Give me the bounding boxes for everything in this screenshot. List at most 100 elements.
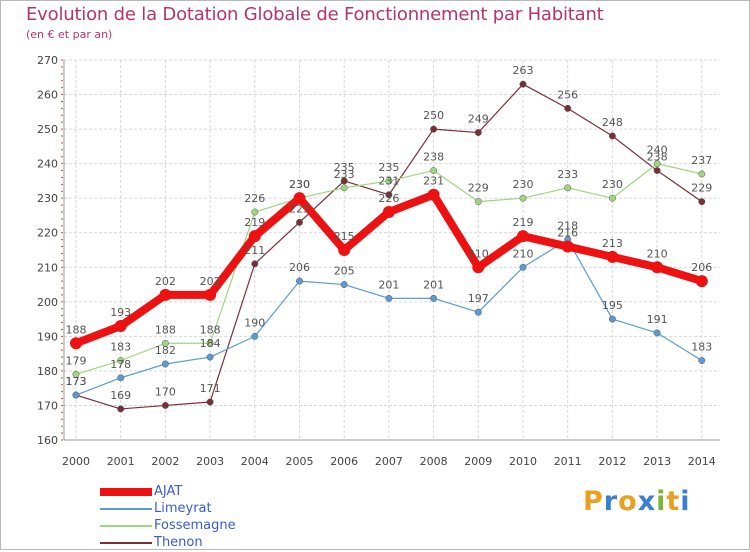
data-label-ajat: 202 xyxy=(200,275,221,288)
data-label-ajat: 213 xyxy=(602,237,623,250)
data-point-ajat xyxy=(204,288,217,301)
x-tick-label: 2003 xyxy=(196,455,224,468)
x-tick-label: 2014 xyxy=(688,455,716,468)
data-point-thenon xyxy=(430,125,438,133)
legend-item-thenon: Thenon xyxy=(100,535,300,552)
x-tick-label: 2008 xyxy=(420,455,448,468)
data-point-thenon xyxy=(698,198,706,206)
data-point-thenon xyxy=(251,260,259,268)
data-label-fossemagne: 230 xyxy=(513,178,534,191)
data-label-fossemagne: 226 xyxy=(244,192,265,205)
data-label-fossemagne: 230 xyxy=(602,178,623,191)
data-point-thenon xyxy=(296,218,303,226)
legend-item-fossemagne: Fossemagne xyxy=(100,518,300,535)
data-label-thenon: 173 xyxy=(66,375,87,388)
x-tick-label: 2010 xyxy=(509,455,537,468)
data-point-fossemagne xyxy=(251,208,259,216)
data-point-thenon xyxy=(474,129,482,136)
data-label-fossemagne: 183 xyxy=(110,341,131,354)
data-label-ajat: 215 xyxy=(334,230,355,243)
logo-letter: t xyxy=(666,486,681,517)
data-point-limeyrat xyxy=(72,391,80,399)
logo-letter: r xyxy=(603,486,619,517)
x-tick-label: 2004 xyxy=(241,455,269,468)
data-label-ajat: 216 xyxy=(557,227,578,240)
y-tick-label: 220 xyxy=(37,227,58,240)
logo-letter: i xyxy=(680,486,691,517)
data-point-fossemagne xyxy=(608,194,616,202)
x-tick-label: 2009 xyxy=(464,455,492,468)
data-label-limeyrat: 197 xyxy=(468,292,489,305)
data-point-thenon xyxy=(206,398,214,406)
data-label-fossemagne: 240 xyxy=(647,144,668,157)
data-label-thenon: 170 xyxy=(155,385,176,398)
y-tick-label: 180 xyxy=(37,365,58,378)
data-point-ajat xyxy=(651,261,664,274)
data-point-limeyrat xyxy=(385,294,393,302)
data-label-thenon: 169 xyxy=(110,389,131,402)
data-label-limeyrat: 201 xyxy=(378,278,399,291)
x-tick-label: 2012 xyxy=(598,455,626,468)
data-label-limeyrat: 206 xyxy=(289,261,310,274)
legend-label: Limeyrat xyxy=(154,501,212,516)
data-label-ajat: 231 xyxy=(423,175,444,188)
data-point-fossemagne xyxy=(519,194,527,202)
data-label-limeyrat: 210 xyxy=(513,247,534,260)
legend-label: Thenon xyxy=(154,535,203,550)
y-tick-label: 210 xyxy=(37,261,58,274)
x-tick-label: 2007 xyxy=(375,455,403,468)
data-point-fossemagne xyxy=(161,339,169,347)
data-point-ajat xyxy=(293,192,306,205)
data-label-ajat: 226 xyxy=(378,192,399,205)
data-point-thenon xyxy=(653,167,661,174)
x-tick-label: 2013 xyxy=(643,455,671,468)
data-label-limeyrat: 183 xyxy=(691,341,712,354)
y-tick-label: 240 xyxy=(37,158,58,171)
data-label-thenon: 171 xyxy=(200,382,221,395)
data-label-thenon: 263 xyxy=(513,64,534,77)
data-label-fossemagne: 179 xyxy=(66,354,87,367)
logo-letter: o xyxy=(618,486,638,517)
data-point-limeyrat xyxy=(474,308,482,316)
data-point-limeyrat xyxy=(698,357,706,364)
data-point-ajat xyxy=(114,320,127,332)
legend-label: AJAT xyxy=(154,484,183,499)
data-label-ajat: 188 xyxy=(66,323,87,336)
data-label-ajat: 219 xyxy=(244,216,265,229)
plot-area xyxy=(64,60,720,440)
data-label-ajat: 210 xyxy=(468,247,489,260)
x-tick-label: 2001 xyxy=(107,455,135,468)
data-point-ajat xyxy=(382,206,395,218)
data-label-fossemagne: 188 xyxy=(200,323,221,336)
data-point-ajat xyxy=(472,261,485,274)
data-point-fossemagne xyxy=(474,198,482,206)
data-point-ajat xyxy=(517,230,529,243)
logo-letter: i xyxy=(656,486,667,517)
data-label-fossemagne: 230 xyxy=(289,178,310,191)
data-point-fossemagne xyxy=(206,339,214,347)
data-point-ajat xyxy=(159,288,172,301)
y-tick-label: 190 xyxy=(37,330,58,343)
y-tick-label: 250 xyxy=(37,123,58,136)
data-point-fossemagne xyxy=(117,357,125,364)
legend-swatch xyxy=(100,508,152,510)
data-label-thenon: 223 xyxy=(289,202,310,215)
data-point-fossemagne xyxy=(698,170,706,178)
data-label-fossemagne: 233 xyxy=(557,168,578,181)
legend-swatch xyxy=(100,525,152,527)
data-label-ajat: 193 xyxy=(110,306,131,319)
data-point-ajat xyxy=(70,337,82,350)
data-label-fossemagne: 235 xyxy=(378,161,399,174)
data-point-limeyrat xyxy=(430,294,438,302)
y-tick-label: 230 xyxy=(37,192,58,205)
data-point-thenon xyxy=(117,405,125,413)
data-point-fossemagne xyxy=(653,160,661,168)
data-label-thenon: 250 xyxy=(423,109,444,122)
data-label-ajat: 206 xyxy=(691,261,712,274)
data-point-fossemagne xyxy=(430,167,438,174)
data-label-fossemagne: 188 xyxy=(155,323,176,336)
data-label-ajat: 210 xyxy=(647,247,668,260)
data-label-limeyrat: 205 xyxy=(334,265,355,278)
data-label-limeyrat: 218 xyxy=(557,220,578,233)
data-point-limeyrat xyxy=(251,332,259,340)
